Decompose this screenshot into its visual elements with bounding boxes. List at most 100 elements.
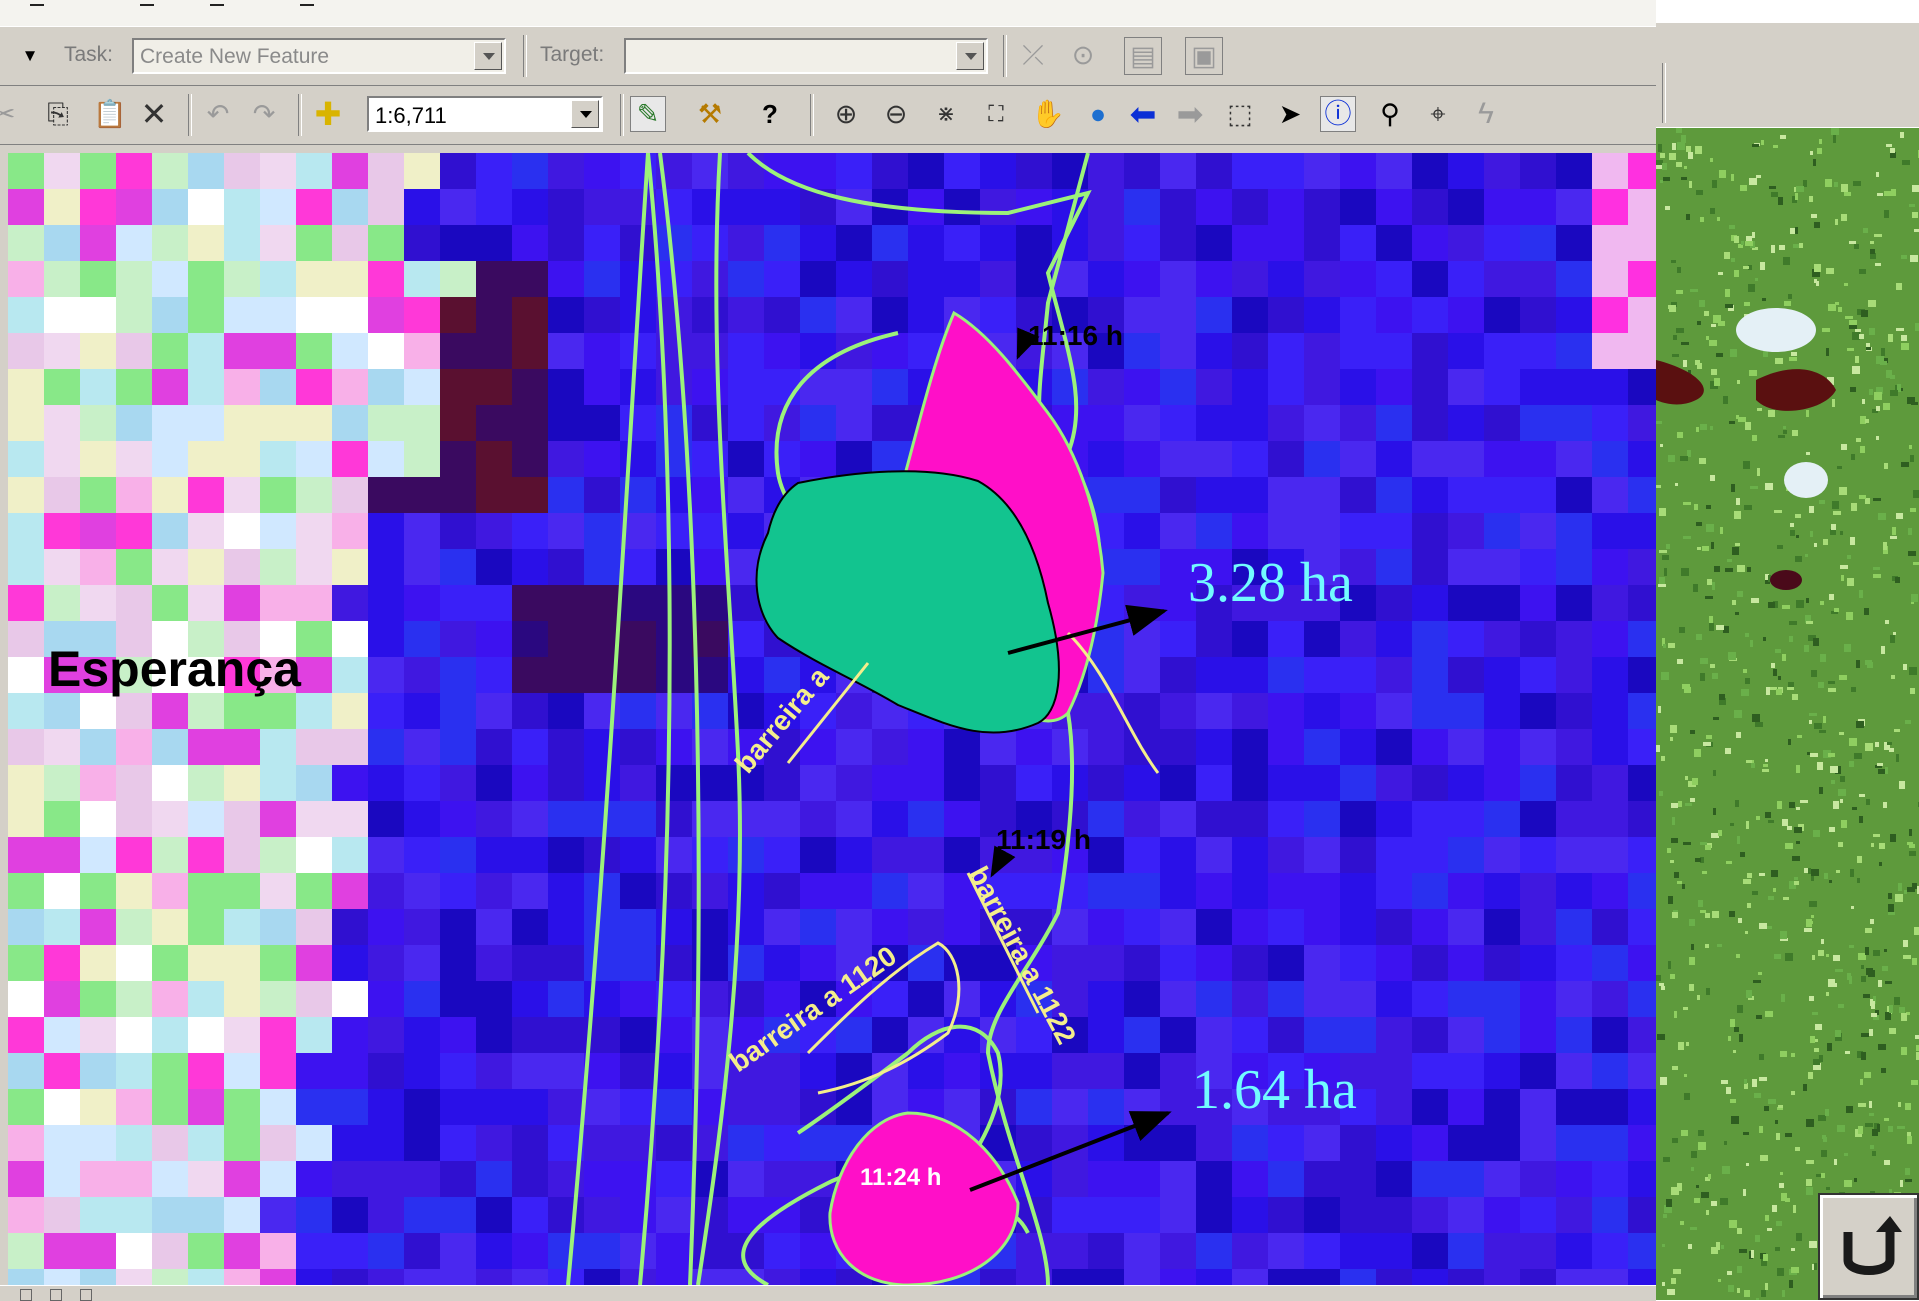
- raster-pixel: [1520, 405, 1556, 441]
- raster-pixel: [440, 441, 476, 477]
- raster-pixel: [1484, 981, 1520, 1017]
- raster-pixel: [1088, 153, 1124, 189]
- chevron-down-icon[interactable]: [571, 100, 599, 128]
- raster-pixel: [584, 945, 620, 981]
- vegetation-speckle: [1773, 888, 1776, 892]
- raster-pixel: [1412, 333, 1448, 369]
- raster-pixel: [584, 513, 620, 549]
- raster-pixel: [1268, 801, 1304, 837]
- vegetation-speckle: [1795, 514, 1801, 518]
- back-extent-icon[interactable]: ⬅: [1129, 96, 1157, 132]
- vegetation-speckle: [1684, 166, 1687, 169]
- raster-pixel: [1484, 225, 1520, 261]
- raster-pixel: [1448, 729, 1484, 765]
- vegetation-speckle: [1759, 873, 1765, 876]
- delete-icon[interactable]: ✕: [140, 96, 168, 132]
- vegetation-speckle: [1775, 1120, 1778, 1124]
- raster-pixel: [1124, 549, 1160, 585]
- raster-pixel: [908, 225, 944, 261]
- vegetation-speckle: [1865, 1123, 1873, 1127]
- raster-pixel: [1196, 405, 1232, 441]
- vegetation-speckle: [1741, 689, 1749, 696]
- go-to-xy-icon[interactable]: ⌖: [1430, 98, 1446, 129]
- copy-icon[interactable]: ⎘: [47, 98, 69, 129]
- raster-pixel: [1592, 873, 1628, 909]
- target-dropdown[interactable]: [624, 38, 988, 74]
- raster-pixel: [692, 261, 728, 297]
- vegetation-speckle: [1675, 483, 1678, 486]
- dark-patch: [1770, 570, 1802, 590]
- undo-icon[interactable]: ↶: [206, 98, 230, 129]
- raster-pixel: [224, 657, 260, 693]
- return-button[interactable]: [1818, 1193, 1919, 1300]
- paste-icon[interactable]: 📋: [93, 98, 127, 129]
- select-elements-icon[interactable]: ➤: [1278, 98, 1302, 129]
- raster-pixel: [1484, 1017, 1520, 1053]
- raster-pixel: [368, 369, 404, 405]
- vegetation-speckle: [1888, 893, 1892, 899]
- vegetation-speckle: [1662, 1282, 1665, 1286]
- identify-icon[interactable]: ⓘ: [1320, 96, 1356, 132]
- raster-pixel: [476, 1017, 512, 1053]
- attributes-icon[interactable]: ▤: [1124, 37, 1162, 75]
- zoom-out-icon[interactable]: ⊖: [884, 98, 908, 129]
- raster-pixel: [656, 801, 692, 837]
- editor-menu-dropdown[interactable]: ▼: [21, 45, 39, 65]
- full-extent-icon[interactable]: ●: [1089, 98, 1107, 129]
- tools-toolbar: ✂ ⎘ 📋 ✕ ↶ ↷ ✚ 1:6,711 ✎ ⚒ ? ⊕ ⊖ ⋇ ⛶ ✋ ● …: [0, 86, 1656, 145]
- vegetation-speckle: [1852, 807, 1857, 810]
- raster-pixel: [1520, 873, 1556, 909]
- sketch-tool-icon[interactable]: ⤫: [1022, 39, 1044, 70]
- arctoolbox-icon[interactable]: ⚒: [697, 98, 723, 129]
- vegetation-speckle: [1777, 545, 1783, 549]
- fixed-zoom-in-icon[interactable]: ⋇: [936, 101, 956, 126]
- raster-pixel: [1268, 1125, 1304, 1161]
- raster-pixel: [152, 765, 188, 801]
- zoom-in-icon[interactable]: ⊕: [834, 98, 858, 129]
- satellite-image: [1656, 128, 1919, 1300]
- vegetation-speckle: [1889, 1189, 1892, 1194]
- raster-pixel: [8, 225, 44, 261]
- editor-toolbar-icon[interactable]: ✎: [630, 96, 666, 132]
- chevron-down-icon[interactable]: [956, 42, 984, 70]
- vegetation-speckle: [1711, 1201, 1717, 1206]
- raster-pixel: [692, 297, 728, 333]
- chevron-down-icon[interactable]: [474, 42, 502, 70]
- vegetation-speckle: [1792, 856, 1800, 861]
- raster-pixel: [584, 585, 620, 621]
- raster-pixel: [1376, 549, 1412, 585]
- vegetation-speckle: [1900, 132, 1904, 138]
- redo-icon[interactable]: ↷: [252, 98, 276, 129]
- raster-pixel: [476, 153, 512, 189]
- vegetation-speckle: [1776, 1133, 1780, 1140]
- raster-pixel: [1340, 261, 1376, 297]
- cut-icon[interactable]: ✂: [0, 98, 16, 129]
- raster-pixel: [548, 405, 584, 441]
- fixed-zoom-out-icon[interactable]: ⛶: [988, 101, 1004, 126]
- vegetation-speckle: [1713, 315, 1721, 323]
- vegetation-speckle: [1896, 513, 1903, 519]
- vegetation-speckle: [1710, 208, 1715, 214]
- edit-tool-icon[interactable]: ⊙: [1071, 39, 1095, 70]
- pan-icon[interactable]: ✋: [1031, 98, 1065, 129]
- vegetation-speckle: [1709, 623, 1714, 631]
- map-display[interactable]: Esperança 3.28 ha 1.64 ha 11:16 h 11:19 …: [8, 153, 1656, 1285]
- menu-bar-remnant: [0, 0, 1656, 27]
- raster-pixel: [692, 333, 728, 369]
- select-features-icon[interactable]: ⬚: [1227, 98, 1253, 129]
- forward-extent-icon[interactable]: ➡: [1176, 96, 1204, 132]
- scale-dropdown[interactable]: 1:6,711: [367, 96, 603, 132]
- add-data-icon[interactable]: ✚: [314, 96, 342, 132]
- whats-this-icon[interactable]: ?: [762, 99, 778, 129]
- hyperlink-icon[interactable]: ϟ: [1478, 97, 1494, 130]
- raster-pixel: [332, 513, 368, 549]
- vegetation-speckle: [1792, 694, 1798, 700]
- vegetation-speckle: [1785, 953, 1793, 961]
- raster-pixel: [260, 261, 296, 297]
- raster-pixel: [764, 729, 800, 765]
- vegetation-speckle: [1731, 1116, 1739, 1124]
- sketch-properties-icon[interactable]: ▣: [1185, 37, 1223, 75]
- find-icon[interactable]: ⚲: [1380, 98, 1400, 129]
- task-dropdown[interactable]: Create New Feature: [132, 38, 506, 74]
- raster-pixel: [1340, 765, 1376, 801]
